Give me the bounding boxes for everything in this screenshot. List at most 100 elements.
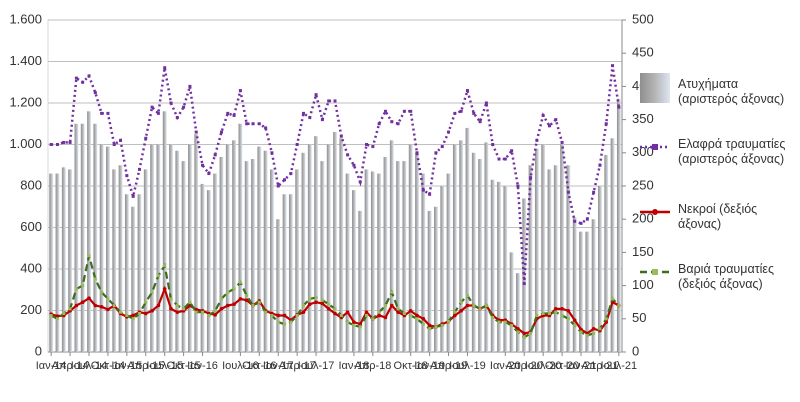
y2-tick-label: 150 bbox=[632, 244, 654, 259]
marker bbox=[307, 302, 312, 306]
bar bbox=[307, 144, 312, 352]
bar bbox=[181, 161, 186, 352]
marker bbox=[245, 294, 249, 298]
bar bbox=[484, 142, 489, 352]
marker bbox=[611, 64, 615, 68]
marker bbox=[257, 300, 261, 304]
marker bbox=[68, 307, 72, 311]
marker bbox=[137, 167, 141, 171]
marker bbox=[251, 304, 255, 308]
legend-marker bbox=[652, 269, 658, 275]
marker bbox=[604, 122, 608, 126]
x-tick-label: Οκτ-15 bbox=[166, 360, 200, 372]
marker bbox=[194, 130, 198, 134]
marker bbox=[87, 296, 91, 301]
y2-tick-label: 300 bbox=[632, 144, 654, 159]
bar bbox=[143, 169, 148, 352]
bar bbox=[389, 140, 394, 352]
bar bbox=[434, 206, 438, 352]
marker bbox=[459, 309, 463, 313]
bar bbox=[528, 165, 533, 352]
marker bbox=[314, 93, 318, 97]
marker bbox=[459, 109, 463, 113]
marker bbox=[358, 325, 362, 329]
bar bbox=[509, 252, 514, 352]
marker bbox=[440, 323, 444, 327]
bar bbox=[219, 156, 224, 352]
bar bbox=[370, 171, 375, 352]
marker bbox=[219, 297, 223, 301]
marker bbox=[421, 317, 426, 321]
marker bbox=[560, 140, 564, 144]
marker bbox=[289, 320, 293, 324]
marker bbox=[465, 303, 470, 308]
marker bbox=[74, 287, 78, 291]
marker bbox=[207, 313, 211, 317]
legend-marker bbox=[652, 209, 658, 215]
marker bbox=[333, 311, 337, 316]
bar bbox=[553, 165, 558, 352]
marker bbox=[408, 309, 413, 313]
marker bbox=[169, 297, 173, 301]
x-tick-label: Ιαν-21 bbox=[566, 360, 597, 372]
marker bbox=[264, 126, 268, 130]
marker bbox=[207, 172, 211, 176]
bar bbox=[74, 123, 79, 352]
y2-tick-label: 350 bbox=[632, 111, 654, 126]
bar bbox=[80, 123, 85, 352]
marker bbox=[339, 134, 343, 138]
bar bbox=[478, 159, 482, 352]
marker bbox=[415, 313, 419, 318]
bar bbox=[320, 161, 325, 352]
marker bbox=[390, 290, 394, 294]
marker bbox=[484, 304, 488, 308]
marker bbox=[541, 113, 545, 117]
marker bbox=[535, 313, 539, 317]
marker bbox=[251, 122, 255, 126]
bar bbox=[591, 219, 596, 352]
marker bbox=[93, 91, 97, 95]
bar bbox=[560, 144, 564, 352]
x-tick-label: Ιουλ-15 bbox=[146, 360, 183, 372]
marker bbox=[276, 313, 281, 318]
marker bbox=[604, 317, 608, 321]
bar bbox=[579, 231, 583, 352]
bar bbox=[585, 231, 590, 352]
marker bbox=[572, 318, 577, 322]
bar bbox=[206, 190, 211, 352]
marker bbox=[144, 136, 148, 140]
marker bbox=[74, 76, 78, 80]
bar bbox=[61, 167, 66, 352]
marker bbox=[182, 105, 186, 109]
bar bbox=[270, 169, 274, 352]
marker bbox=[213, 309, 217, 313]
y-tick-label: 1.600 bbox=[9, 11, 42, 26]
bar bbox=[295, 169, 300, 352]
x-tick-label: Απρ-15 bbox=[127, 360, 164, 372]
x-tick-label: Οκτ-20 bbox=[545, 360, 579, 372]
marker bbox=[440, 145, 444, 149]
marker bbox=[383, 304, 387, 308]
marker bbox=[320, 301, 325, 306]
marker bbox=[566, 309, 571, 313]
marker bbox=[219, 307, 224, 311]
marker bbox=[617, 105, 621, 109]
x-tick-label: Ιουλ-14 bbox=[71, 360, 108, 372]
marker bbox=[188, 300, 192, 304]
marker bbox=[535, 138, 539, 142]
marker bbox=[389, 303, 394, 308]
bar bbox=[326, 144, 331, 352]
marker bbox=[314, 300, 318, 305]
bar bbox=[522, 198, 527, 352]
marker bbox=[402, 311, 406, 315]
marker bbox=[238, 89, 242, 93]
bar bbox=[421, 173, 426, 352]
marker bbox=[99, 305, 104, 309]
bar bbox=[251, 159, 255, 352]
bar bbox=[352, 190, 356, 352]
marker bbox=[592, 331, 596, 335]
marker bbox=[472, 111, 476, 115]
marker bbox=[598, 163, 602, 167]
marker bbox=[346, 320, 350, 324]
